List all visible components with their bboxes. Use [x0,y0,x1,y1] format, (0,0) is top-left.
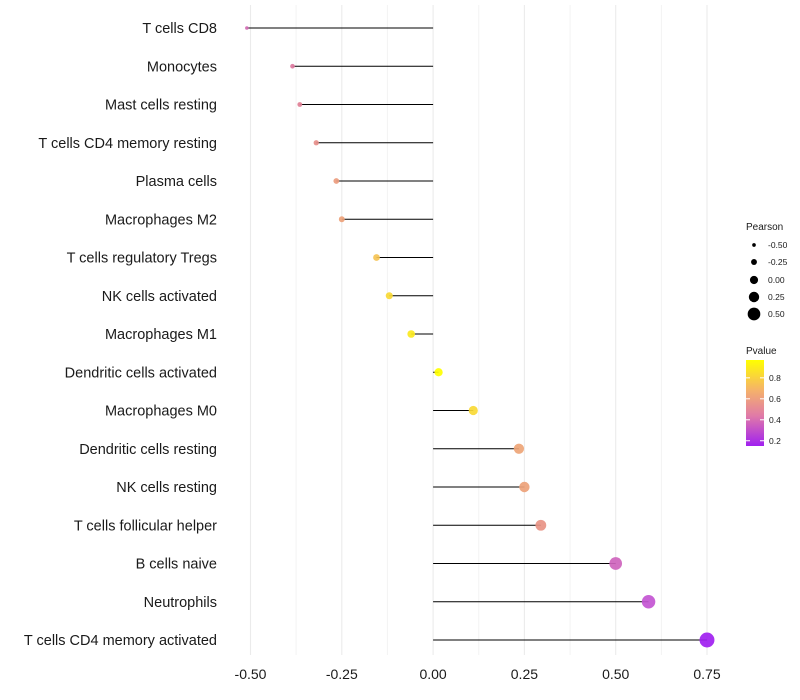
lollipop-point [641,595,656,609]
legend-pvalue-label: 0.2 [769,436,781,446]
x-axis-tick-labels: -0.50 -0.25 0.00 0.25 0.50 0.75 [235,666,721,682]
grid-layer [249,5,708,655]
legend-pvalue-title: Pvalue [746,346,777,357]
lollipop-point [297,102,303,107]
legend-size-label: 0.00 [768,275,785,285]
x-tick-label: 0.25 [511,666,538,682]
category-label: Dendritic cells activated [65,365,217,381]
legend-size-key [752,243,756,247]
category-label: NK cells activated [102,289,217,305]
category-label: T cells CD8 [142,21,217,37]
category-label: Macrophages M2 [105,212,217,228]
lollipop-point [245,26,249,30]
legend-size-key [748,291,760,303]
lollipop-point [338,216,345,223]
legend-pvalue-label: 0.6 [769,394,781,404]
category-label: Neutrophils [144,595,217,611]
category-label: Dendritic cells resting [79,442,217,458]
legend-pvalue: Pvalue 0.8 0.6 0.4 0.2 [746,346,781,446]
legend-size-label: -0.50 [768,240,788,250]
legend-pearson-title: Pearson [746,222,783,233]
x-tick-label: -0.25 [326,666,358,682]
lollipop-point [407,330,415,338]
stem-layer [246,27,707,641]
category-label: T cells regulatory Tregs [67,251,217,267]
lollipop-point [434,368,443,377]
lollipop-point [609,557,623,570]
category-label: T cells CD4 memory resting [38,136,217,152]
category-label: NK cells resting [116,480,217,496]
category-label: Macrophages M1 [105,327,217,343]
legend-pearson: Pearson -0.50 -0.25 0.00 0.25 0.50 [746,222,788,321]
category-label: Monocytes [147,59,217,75]
lollipop-point [333,178,340,184]
category-label: T cells follicular helper [74,518,217,534]
legend-size-label: 0.50 [768,309,785,319]
legend-size-key [751,259,757,265]
category-label: Mast cells resting [105,98,217,114]
lollipop-point [519,481,530,493]
x-tick-label: -0.50 [235,666,267,682]
pvalue-colorbar [746,360,764,446]
x-tick-label: 0.75 [693,666,720,682]
legend-size-key [747,307,761,321]
category-label: T cells CD4 memory activated [24,633,217,649]
legend-size-label: -0.25 [768,257,788,267]
x-tick-label: 0.50 [602,666,629,682]
lollipop-point [385,292,393,300]
lollipop-point [535,519,547,531]
point-layer [245,26,715,648]
category-label: Macrophages M0 [105,404,217,420]
lollipop-point [290,63,295,69]
category-label: B cells naive [136,557,217,573]
lollipop-point [513,443,525,454]
category-labels: T cells CD8 Monocytes Mast cells resting T … [24,21,217,649]
lollipop-point [313,140,319,146]
lollipop-point [373,254,380,261]
lollipop-point [468,405,478,416]
legend-size-label: 0.25 [768,292,785,302]
x-tick-label: 0.00 [419,666,446,682]
legend-pvalue-label: 0.4 [769,415,781,425]
category-label: Plasma cells [136,174,217,190]
legend-size-key [749,275,759,285]
legend-pvalue-label: 0.8 [769,373,781,383]
lollipop-point [699,632,715,648]
